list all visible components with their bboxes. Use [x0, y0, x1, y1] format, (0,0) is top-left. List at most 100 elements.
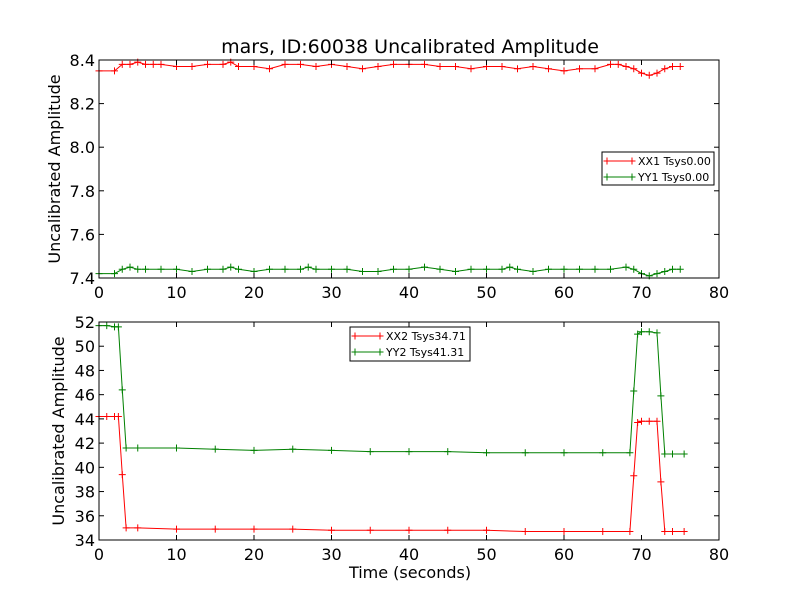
top-series-1-point — [328, 265, 335, 273]
top-y-tick-label: 8.2 — [70, 95, 95, 114]
bottom-series-1-point — [634, 330, 642, 338]
bottom-series-0-point — [521, 528, 529, 536]
bottom-y-axis-label: Uncalibrated Amplitude — [49, 336, 68, 525]
top-series-1-point — [661, 267, 669, 275]
top-series-1-point — [157, 265, 165, 273]
top-series-0-point — [188, 63, 196, 71]
top-x-tick-label: 20 — [244, 283, 264, 302]
bottom-series-0-point — [560, 528, 568, 536]
top-legend-box — [601, 151, 715, 186]
bottom-series-1-point — [661, 450, 669, 458]
bottom-legend-marker — [351, 332, 359, 340]
bottom-series-1-point — [134, 444, 142, 452]
bottom-series-1-point — [669, 450, 676, 458]
top-x-tick-label: 50 — [476, 283, 496, 302]
bottom-y-tick-label: 34 — [75, 531, 95, 550]
top-series-1-point — [219, 265, 227, 273]
bottom-series-0-point — [122, 524, 130, 532]
bottom-series-1-point — [328, 446, 335, 454]
top-series-1-point — [452, 267, 459, 275]
top-legend: XX1 Tsys0.00 YY1 Tsys0.00 — [601, 151, 715, 186]
top-series-1-point — [591, 265, 599, 273]
bottom-series-1-point — [366, 448, 374, 456]
top-series-0-point — [219, 60, 227, 68]
bottom-series-0-point — [405, 526, 413, 534]
top-series-1-point — [343, 265, 351, 273]
top-series-0-point — [653, 69, 661, 77]
top-series-1-point — [653, 270, 661, 278]
top-legend-marker — [628, 173, 636, 181]
bottom-legend-label: YY2 Tsys41.31 — [385, 346, 464, 359]
top-series-0-point — [374, 63, 382, 71]
bottom-series-0-point — [661, 528, 669, 536]
top-series-0-point — [118, 60, 126, 68]
top-series-0-point — [390, 60, 397, 68]
bottom-y-tick-label: 44 — [75, 410, 95, 429]
top-series-1-point — [498, 265, 506, 273]
top-series-0-point — [266, 65, 273, 73]
bottom-series-0-point — [328, 526, 335, 534]
bottom-series-0-point — [173, 525, 180, 533]
top-series-0-point — [312, 63, 320, 71]
bottom-legend-marker — [376, 348, 384, 356]
bottom-series-1-point — [680, 450, 688, 458]
bottom-series-0-point — [626, 528, 634, 536]
bottom-series-0-point — [211, 525, 219, 533]
top-series-1-point — [576, 265, 583, 273]
bottom-y-tick-label: 40 — [75, 458, 95, 477]
top-series-0-point — [157, 60, 165, 68]
bottom-x-tick-label: 50 — [476, 545, 496, 564]
top-series-1-point — [188, 267, 196, 275]
bottom-y-tick-label: 48 — [75, 361, 95, 380]
bottom-series-0-point — [134, 524, 142, 532]
top-legend-marker — [603, 173, 611, 181]
top-plot-area: 0 10 20 30 40 50 60 70 80 7.4 7.6 7.8 8.0 8.2 8.4 XX1 T… — [70, 51, 730, 302]
top-series-0-point — [126, 60, 134, 68]
bottom-series-1-point — [630, 387, 638, 395]
top-y-tick-label: 8.0 — [70, 138, 95, 157]
top-y-tick-label: 7.4 — [70, 269, 95, 288]
bottom-series-0-point — [634, 419, 642, 427]
bottom-series-0-point — [103, 412, 111, 420]
top-series-0-point — [359, 65, 366, 73]
top-series-1-point — [312, 265, 320, 273]
bottom-series-1-point — [483, 449, 490, 457]
bottom-y-tick-label: 46 — [75, 386, 95, 405]
top-series-1-point — [204, 265, 211, 273]
top-series-1-point — [529, 267, 537, 275]
top-series-1-point — [630, 265, 638, 273]
top-series-0-point — [630, 65, 638, 73]
top-series-1-point — [266, 265, 273, 273]
top-series-1-point — [227, 263, 235, 271]
top-series-1-point — [142, 265, 149, 273]
bottom-series-1-point — [521, 449, 529, 457]
chart-title: mars, ID:60038 Uncalibrated Amplitude — [221, 36, 599, 58]
top-series-1-point — [390, 265, 397, 273]
bottom-plot-area: 0 10 20 30 40 50 60 70 80 34 36 38 40 42 44 46 48 50 52 XX2… — [75, 313, 730, 564]
bottom-series-1-point — [560, 449, 568, 457]
top-series-0-point — [142, 60, 149, 68]
bottom-x-tick-label: 60 — [554, 545, 574, 564]
top-series-0-point — [591, 65, 599, 73]
top-series-1-point — [134, 265, 142, 273]
top-series-1-point — [607, 265, 614, 273]
bottom-series-0-point — [680, 528, 688, 536]
bottom-series-0-point — [645, 417, 653, 425]
x-axis-label: Time (seconds) — [348, 563, 471, 582]
bottom-legend-marker — [351, 348, 359, 356]
bottom-x-tick-label: 80 — [709, 545, 729, 564]
bottom-series-1-point — [645, 328, 653, 336]
top-series-1-point — [281, 265, 289, 273]
top-series-0-point — [676, 63, 684, 71]
top-series-1-point — [560, 265, 568, 273]
bottom-series-1-point — [122, 444, 130, 452]
top-series-0-point — [452, 63, 459, 71]
top-y-axis-label: Uncalibrated Amplitude — [45, 74, 64, 263]
top-x-tick-label: 40 — [399, 283, 419, 302]
bottom-series-1-point — [289, 445, 297, 453]
bottom-legend: XX2 Tsys34.71 YY2 Tsys41.31 — [349, 326, 471, 362]
top-series-1-point — [405, 265, 413, 273]
top-series-1-point — [304, 263, 312, 271]
top-series-0-point — [467, 65, 475, 73]
bottom-series-1-point — [626, 449, 634, 457]
